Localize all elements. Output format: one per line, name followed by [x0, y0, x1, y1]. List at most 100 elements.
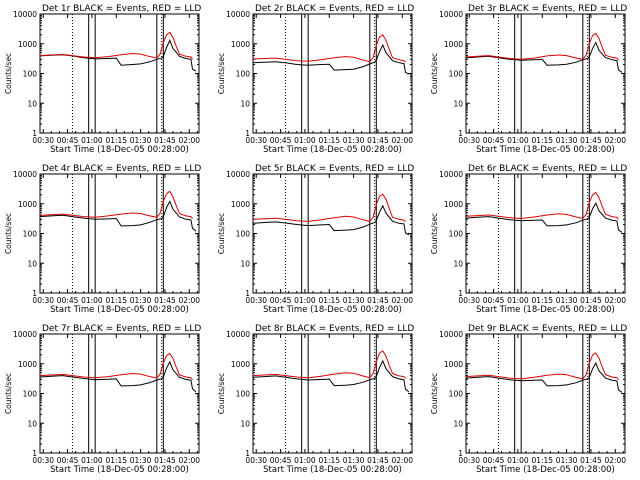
- x-axis-label: Start Time (18-Dec-05 00:28:00): [50, 305, 189, 315]
- plot-frame: [39, 173, 200, 294]
- x-tick-label: 01:45: [367, 296, 389, 305]
- y-tick-label: 10: [453, 99, 463, 108]
- panel-9: Det 9r BLACK = Events, RED = LLD Start Ti…: [430, 324, 627, 475]
- x-tick-label: 00:30: [458, 296, 480, 305]
- series-lld-line: [465, 191, 619, 220]
- y-tick-label: 100: [23, 390, 38, 399]
- series-events-line: [465, 201, 623, 233]
- x-axis-label: Start Time (18-Dec-05 00:28:00): [263, 145, 402, 155]
- x-tick-label: 01:45: [580, 296, 602, 305]
- panel-7: Det 7r BLACK = Events, RED = LLD Start Ti…: [4, 324, 201, 475]
- y-tick-label: 1: [32, 449, 37, 458]
- series-lld-line: [252, 193, 406, 223]
- x-tick-label: 01:30: [343, 296, 365, 305]
- series-lld-line: [252, 350, 406, 379]
- x-axis-label: Start Time (18-Dec-05 00:28:00): [263, 305, 402, 315]
- x-tick-label: 01:00: [81, 296, 103, 305]
- chart-title: Det 7r BLACK = Events, RED = LLD: [42, 324, 201, 334]
- x-tick-label: 00:30: [245, 296, 267, 305]
- x-tick-label: 00:45: [270, 456, 292, 465]
- y-tick-label: 10000: [226, 170, 250, 179]
- x-tick-label: 00:30: [32, 136, 54, 145]
- series-events-line: [252, 43, 410, 75]
- y-tick-label: 1000: [231, 40, 250, 49]
- y-tick-label: 1: [458, 449, 463, 458]
- x-tick-label: 00:30: [458, 456, 480, 465]
- chart-title: Det 3r BLACK = Events, RED = LLD: [468, 4, 627, 14]
- plot-frame: [252, 333, 413, 454]
- panel-5: Det 5r BLACK = Events, RED = LLD Start Ti…: [217, 164, 414, 315]
- x-tick-label: 02:00: [391, 136, 413, 145]
- x-tick-label: 02:00: [178, 456, 200, 465]
- x-tick-label: 00:45: [483, 296, 505, 305]
- x-tick-label: 01:45: [367, 136, 389, 145]
- y-axis-label: Counts/sec: [217, 53, 226, 94]
- x-axis-label: Start Time (18-Dec-05 00:28:00): [476, 465, 615, 475]
- series-lld-line: [465, 32, 619, 61]
- x-tick-label: 01:45: [154, 136, 176, 145]
- x-tick-label: 01:45: [580, 456, 602, 465]
- x-tick-label: 00:45: [270, 296, 292, 305]
- x-tick-label: 01:15: [531, 136, 553, 145]
- y-axis-label: Counts/sec: [4, 373, 13, 414]
- x-tick-label: 00:45: [57, 296, 79, 305]
- x-axis-label: Start Time (18-Dec-05 00:28:00): [263, 465, 402, 475]
- x-tick-label: 01:15: [531, 296, 553, 305]
- x-tick-label: 00:30: [32, 296, 54, 305]
- x-tick-label: 00:45: [483, 456, 505, 465]
- y-tick-label: 100: [236, 70, 251, 79]
- x-axis-label: Start Time (18-Dec-05 00:28:00): [476, 305, 615, 315]
- y-axis-label: Counts/sec: [217, 213, 226, 254]
- panel-3: Det 3r BLACK = Events, RED = LLD Start Ti…: [430, 4, 627, 155]
- x-tick-label: 01:00: [294, 456, 316, 465]
- x-tick-label: 01:00: [81, 136, 103, 145]
- panel-4: Det 4r BLACK = Events, RED = LLD Start Ti…: [4, 164, 201, 315]
- x-tick-label: 01:15: [105, 136, 127, 145]
- plot-frame: [465, 333, 626, 454]
- series-events-line: [465, 41, 623, 73]
- y-tick-label: 100: [236, 230, 251, 239]
- plot-frame: [465, 13, 626, 134]
- x-tick-label: 01:00: [507, 456, 529, 465]
- x-tick-label: 01:00: [81, 456, 103, 465]
- y-tick-label: 10000: [439, 10, 463, 19]
- x-tick-label: 01:45: [154, 296, 176, 305]
- y-tick-label: 10000: [439, 330, 463, 339]
- y-tick-label: 1000: [444, 200, 463, 209]
- x-axis-label: Start Time (18-Dec-05 00:28:00): [476, 145, 615, 155]
- y-tick-label: 1000: [231, 360, 250, 369]
- x-axis-label: Start Time (18-Dec-05 00:28:00): [50, 465, 189, 475]
- x-tick-label: 02:00: [391, 456, 413, 465]
- y-tick-label: 100: [449, 70, 464, 79]
- y-tick-label: 10000: [439, 170, 463, 179]
- y-tick-label: 1000: [444, 40, 463, 49]
- y-tick-label: 1: [32, 129, 37, 138]
- x-tick-label: 01:45: [367, 456, 389, 465]
- series-lld-line: [39, 31, 193, 60]
- x-tick-label: 00:30: [458, 136, 480, 145]
- y-tick-label: 100: [23, 70, 38, 79]
- y-tick-label: 10: [27, 99, 37, 108]
- y-tick-label: 10: [240, 259, 250, 268]
- panel-1: Det 1r BLACK = Events, RED = LLD Start Ti…: [4, 4, 201, 155]
- y-tick-label: 1000: [444, 360, 463, 369]
- y-tick-label: 10000: [226, 10, 250, 19]
- x-tick-label: 01:15: [318, 296, 340, 305]
- x-tick-label: 01:30: [556, 136, 578, 145]
- x-tick-label: 00:45: [483, 136, 505, 145]
- series-lld-line: [252, 34, 406, 63]
- panel-8: Det 8r BLACK = Events, RED = LLD Start Ti…: [217, 324, 414, 475]
- series-events-line: [252, 359, 410, 393]
- y-axis-label: Counts/sec: [4, 53, 13, 94]
- plot-frame: [39, 13, 200, 134]
- y-tick-label: 10000: [13, 10, 37, 19]
- y-tick-label: 100: [449, 390, 464, 399]
- series-events-line: [39, 200, 197, 232]
- plot-frame: [465, 173, 626, 294]
- series-events-line: [39, 360, 197, 393]
- y-tick-label: 100: [23, 230, 38, 239]
- y-tick-label: 100: [236, 390, 251, 399]
- x-tick-label: 02:00: [178, 136, 200, 145]
- x-tick-label: 01:15: [105, 456, 127, 465]
- y-tick-label: 10: [240, 99, 250, 108]
